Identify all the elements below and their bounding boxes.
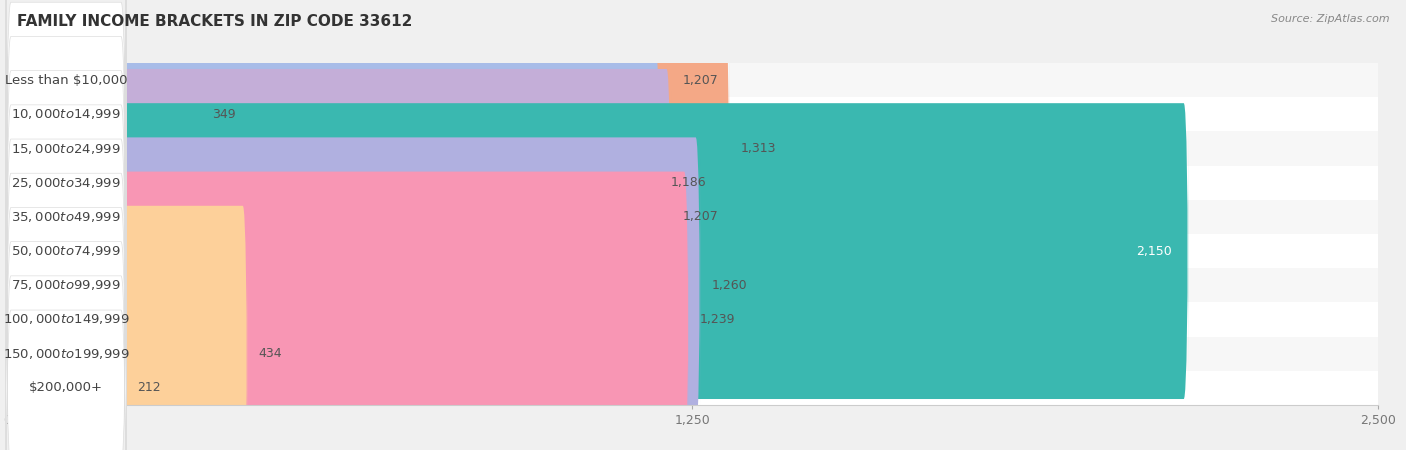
Text: 1,313: 1,313	[741, 142, 776, 155]
Text: 1,207: 1,207	[682, 211, 718, 223]
FancyBboxPatch shape	[7, 131, 1378, 166]
Text: $10,000 to $14,999: $10,000 to $14,999	[11, 107, 121, 122]
Text: 212: 212	[136, 382, 160, 394]
FancyBboxPatch shape	[4, 206, 247, 450]
FancyBboxPatch shape	[4, 0, 730, 297]
Text: $200,000+: $200,000+	[30, 382, 103, 394]
Text: $35,000 to $49,999: $35,000 to $49,999	[11, 210, 121, 224]
FancyBboxPatch shape	[6, 0, 127, 447]
FancyBboxPatch shape	[7, 337, 1378, 371]
Text: $25,000 to $34,999: $25,000 to $34,999	[11, 176, 121, 190]
FancyBboxPatch shape	[6, 0, 127, 378]
FancyBboxPatch shape	[4, 240, 125, 450]
FancyBboxPatch shape	[4, 103, 1188, 399]
Text: 434: 434	[259, 347, 283, 360]
Text: $150,000 to $199,999: $150,000 to $199,999	[3, 346, 129, 361]
Text: $75,000 to $99,999: $75,000 to $99,999	[11, 278, 121, 293]
FancyBboxPatch shape	[7, 63, 1378, 97]
FancyBboxPatch shape	[6, 124, 127, 450]
Text: FAMILY INCOME BRACKETS IN ZIP CODE 33612: FAMILY INCOME BRACKETS IN ZIP CODE 33612	[17, 14, 412, 28]
FancyBboxPatch shape	[6, 0, 127, 310]
FancyBboxPatch shape	[6, 0, 127, 344]
FancyBboxPatch shape	[6, 21, 127, 450]
FancyBboxPatch shape	[4, 0, 671, 228]
Text: 2,150: 2,150	[1136, 245, 1173, 257]
Text: 1,260: 1,260	[711, 279, 747, 292]
FancyBboxPatch shape	[6, 158, 127, 450]
Text: Source: ZipAtlas.com: Source: ZipAtlas.com	[1271, 14, 1389, 23]
Text: 1,186: 1,186	[671, 176, 707, 189]
Text: $50,000 to $74,999: $50,000 to $74,999	[11, 244, 121, 258]
FancyBboxPatch shape	[4, 0, 201, 262]
FancyBboxPatch shape	[4, 171, 689, 450]
FancyBboxPatch shape	[7, 234, 1378, 268]
Text: $100,000 to $149,999: $100,000 to $149,999	[3, 312, 129, 327]
FancyBboxPatch shape	[4, 35, 659, 331]
FancyBboxPatch shape	[7, 97, 1378, 131]
FancyBboxPatch shape	[6, 55, 127, 450]
Text: $15,000 to $24,999: $15,000 to $24,999	[11, 141, 121, 156]
FancyBboxPatch shape	[7, 268, 1378, 302]
FancyBboxPatch shape	[7, 200, 1378, 234]
FancyBboxPatch shape	[6, 90, 127, 450]
Text: 1,239: 1,239	[700, 313, 735, 326]
FancyBboxPatch shape	[7, 302, 1378, 337]
FancyBboxPatch shape	[4, 69, 671, 365]
Text: 349: 349	[212, 108, 236, 121]
FancyBboxPatch shape	[4, 137, 700, 433]
Text: 1,207: 1,207	[682, 74, 718, 86]
Text: Less than $10,000: Less than $10,000	[4, 74, 127, 86]
FancyBboxPatch shape	[7, 371, 1378, 405]
FancyBboxPatch shape	[7, 166, 1378, 200]
FancyBboxPatch shape	[6, 0, 127, 413]
